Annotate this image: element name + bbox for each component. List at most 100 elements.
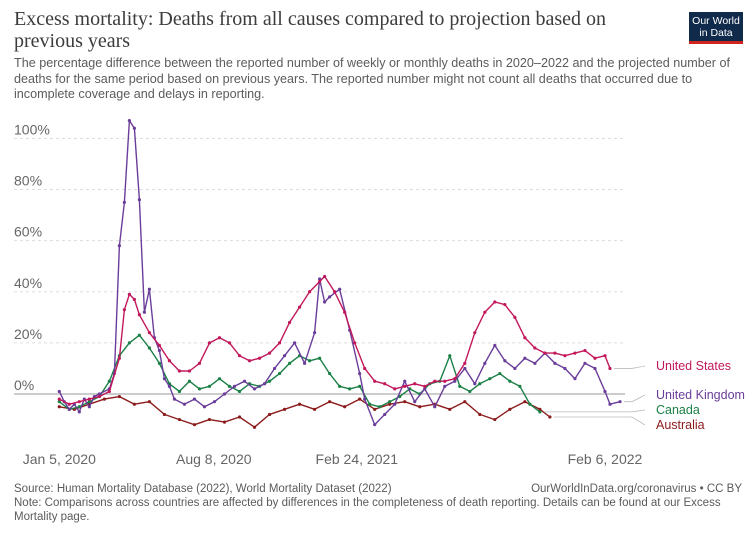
data-point-united-states[interactable] bbox=[77, 400, 81, 404]
data-point-australia[interactable] bbox=[147, 400, 152, 404]
data-point-united-kingdom[interactable] bbox=[192, 397, 197, 401]
data-point-australia[interactable] bbox=[358, 397, 362, 401]
data-point-united-kingdom[interactable] bbox=[573, 377, 577, 381]
data-point-united-states[interactable] bbox=[167, 359, 172, 363]
data-point-united-states[interactable] bbox=[493, 300, 497, 304]
data-point-united-states[interactable] bbox=[257, 356, 262, 360]
data-point-united-states[interactable] bbox=[443, 379, 447, 383]
data-point-canada[interactable] bbox=[187, 379, 192, 383]
data-point-united-kingdom[interactable] bbox=[328, 295, 332, 299]
data-point-united-states[interactable] bbox=[343, 310, 347, 314]
data-point-united-states[interactable] bbox=[127, 292, 131, 296]
data-point-united-states[interactable] bbox=[308, 290, 312, 294]
data-point-united-states[interactable] bbox=[433, 379, 437, 383]
data-point-united-kingdom[interactable] bbox=[493, 343, 497, 348]
data-point-united-kingdom[interactable] bbox=[242, 379, 247, 383]
data-point-united-states[interactable] bbox=[247, 359, 252, 363]
data-point-canada[interactable] bbox=[107, 379, 111, 383]
data-point-united-states[interactable] bbox=[297, 305, 302, 309]
data-point-united-states[interactable] bbox=[333, 290, 337, 294]
data-point-australia[interactable] bbox=[388, 402, 392, 406]
data-point-united-kingdom[interactable] bbox=[313, 331, 317, 335]
data-point-united-states[interactable] bbox=[318, 279, 322, 284]
data-point-united-kingdom[interactable] bbox=[282, 354, 287, 358]
data-point-united-states[interactable] bbox=[107, 389, 111, 394]
data-point-united-states[interactable] bbox=[197, 361, 202, 365]
data-point-united-kingdom[interactable] bbox=[167, 384, 172, 388]
data-point-united-kingdom[interactable] bbox=[413, 400, 417, 404]
data-point-australia[interactable] bbox=[282, 407, 287, 411]
data-point-united-states[interactable] bbox=[583, 348, 587, 353]
data-point-united-states[interactable] bbox=[413, 382, 417, 386]
data-point-australia[interactable] bbox=[252, 425, 257, 429]
data-point-australia[interactable] bbox=[478, 412, 482, 417]
data-point-united-kingdom[interactable] bbox=[252, 387, 257, 391]
data-point-united-kingdom[interactable] bbox=[172, 397, 177, 401]
data-point-united-kingdom[interactable] bbox=[122, 200, 126, 204]
site-link[interactable]: OurWorldInData.org/coronavirus • CC BY bbox=[531, 483, 742, 495]
data-point-united-kingdom[interactable] bbox=[593, 366, 597, 371]
data-point-australia[interactable] bbox=[343, 405, 347, 409]
data-point-united-kingdom[interactable] bbox=[222, 392, 227, 396]
data-point-united-states[interactable] bbox=[97, 394, 101, 399]
data-point-united-states[interactable] bbox=[137, 313, 141, 317]
data-point-united-kingdom[interactable] bbox=[77, 410, 81, 414]
data-point-united-states[interactable] bbox=[503, 302, 507, 307]
legend-label-australia[interactable]: Australia bbox=[656, 418, 705, 432]
data-point-australia[interactable] bbox=[463, 400, 467, 404]
data-point-australia[interactable] bbox=[403, 400, 407, 404]
data-point-united-kingdom[interactable] bbox=[563, 366, 567, 371]
data-point-united-kingdom[interactable] bbox=[202, 405, 207, 409]
data-point-united-kingdom[interactable] bbox=[603, 389, 607, 394]
data-point-united-states[interactable] bbox=[277, 341, 282, 345]
data-point-canada[interactable] bbox=[87, 400, 91, 404]
data-point-canada[interactable] bbox=[368, 402, 372, 406]
data-point-united-kingdom[interactable] bbox=[302, 361, 307, 365]
data-point-united-kingdom[interactable] bbox=[393, 402, 397, 406]
data-point-australia[interactable] bbox=[267, 412, 272, 417]
data-point-united-kingdom[interactable] bbox=[132, 126, 136, 130]
series-line-united-states[interactable] bbox=[58, 275, 611, 405]
data-point-australia[interactable] bbox=[313, 407, 317, 411]
data-point-united-kingdom[interactable] bbox=[533, 361, 537, 365]
data-point-canada[interactable] bbox=[137, 333, 141, 337]
data-point-australia[interactable] bbox=[132, 402, 136, 406]
data-point-united-kingdom[interactable] bbox=[182, 402, 187, 406]
owid-logo[interactable]: Our World in Data bbox=[689, 12, 743, 44]
data-point-united-kingdom[interactable] bbox=[117, 244, 121, 248]
data-point-canada[interactable] bbox=[177, 389, 182, 394]
data-point-united-states[interactable] bbox=[483, 310, 487, 314]
data-point-canada[interactable] bbox=[197, 387, 202, 391]
data-point-united-states[interactable] bbox=[453, 377, 457, 381]
data-point-united-states[interactable] bbox=[177, 369, 182, 373]
data-point-australia[interactable] bbox=[448, 407, 452, 411]
data-point-australia[interactable] bbox=[548, 415, 552, 419]
data-point-australia[interactable] bbox=[162, 412, 167, 417]
data-point-united-kingdom[interactable] bbox=[583, 361, 587, 365]
data-point-canada[interactable] bbox=[207, 384, 212, 388]
data-point-united-states[interactable] bbox=[513, 315, 517, 319]
data-point-united-kingdom[interactable] bbox=[503, 359, 507, 363]
data-point-australia[interactable] bbox=[207, 417, 212, 422]
data-point-united-kingdom[interactable] bbox=[127, 118, 131, 123]
data-point-united-kingdom[interactable] bbox=[292, 341, 297, 345]
data-point-united-states[interactable] bbox=[187, 369, 192, 373]
data-point-canada[interactable] bbox=[217, 377, 222, 381]
data-point-united-states[interactable] bbox=[147, 331, 152, 335]
data-point-united-states[interactable] bbox=[393, 387, 397, 391]
data-point-united-states[interactable] bbox=[67, 402, 71, 406]
data-point-canada[interactable] bbox=[227, 384, 232, 388]
data-point-australia[interactable] bbox=[117, 394, 121, 399]
data-point-canada[interactable] bbox=[348, 387, 352, 391]
data-point-canada[interactable] bbox=[468, 389, 472, 394]
series-line-australia[interactable] bbox=[59, 395, 551, 428]
data-point-australia[interactable] bbox=[222, 420, 227, 424]
data-point-australia[interactable] bbox=[57, 405, 61, 409]
data-point-canada[interactable] bbox=[237, 389, 242, 394]
data-point-united-kingdom[interactable] bbox=[423, 387, 427, 391]
data-point-united-states[interactable] bbox=[287, 320, 292, 325]
data-point-united-kingdom[interactable] bbox=[57, 389, 61, 394]
data-point-united-kingdom[interactable] bbox=[523, 356, 527, 360]
data-point-united-states[interactable] bbox=[553, 351, 557, 355]
data-point-canada[interactable] bbox=[318, 356, 322, 360]
